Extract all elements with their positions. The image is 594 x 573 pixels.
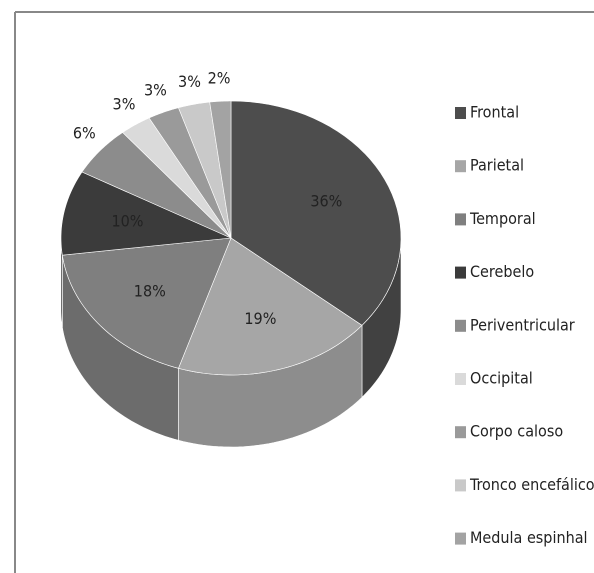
legend-label: Medula espinhal [470, 528, 588, 547]
data-label: 6% [73, 124, 96, 143]
data-label: 2% [208, 68, 231, 87]
legend-label: Corpo caloso [470, 422, 563, 441]
legend-label: Cerebelo [470, 262, 534, 281]
data-label: 3% [144, 81, 167, 100]
legend-swatch [455, 266, 466, 279]
slice [230, 100, 402, 326]
legend-label: Parietal [470, 156, 524, 175]
legend-swatch [455, 107, 466, 119]
legend-label: Temporal [469, 209, 536, 228]
legend-swatch [455, 213, 466, 226]
legend-swatch [455, 426, 466, 439]
data-label: 3% [113, 95, 136, 114]
slice [61, 237, 232, 369]
legend-swatch [455, 160, 466, 173]
legend: Frontal Parietal Temporal Cerebelo Periventr… [455, 103, 594, 547]
legend-swatch [455, 319, 466, 332]
slice [178, 101, 232, 239]
legend-label: Occipital [470, 369, 533, 388]
legend-label: Periventricular [470, 315, 575, 334]
slice [209, 100, 232, 239]
slice [148, 107, 232, 239]
pie: 36% 19% 18% 10% 6% 3% 3% 3% 2% [60, 68, 402, 448]
data-label: 3% [178, 72, 201, 91]
data-label: 19% [244, 309, 276, 328]
slice [60, 171, 233, 256]
legend-label: Tronco encefálico [469, 475, 594, 494]
slice [178, 237, 363, 376]
slice [122, 117, 232, 239]
data-label: 18% [134, 282, 166, 301]
legend-swatch [455, 479, 466, 492]
legend-swatch [455, 532, 466, 545]
data-label: 36% [310, 191, 342, 210]
legend-label: Frontal [470, 103, 519, 122]
data-label: 10% [111, 212, 143, 231]
legend-swatch [455, 373, 466, 385]
slice [81, 132, 232, 239]
